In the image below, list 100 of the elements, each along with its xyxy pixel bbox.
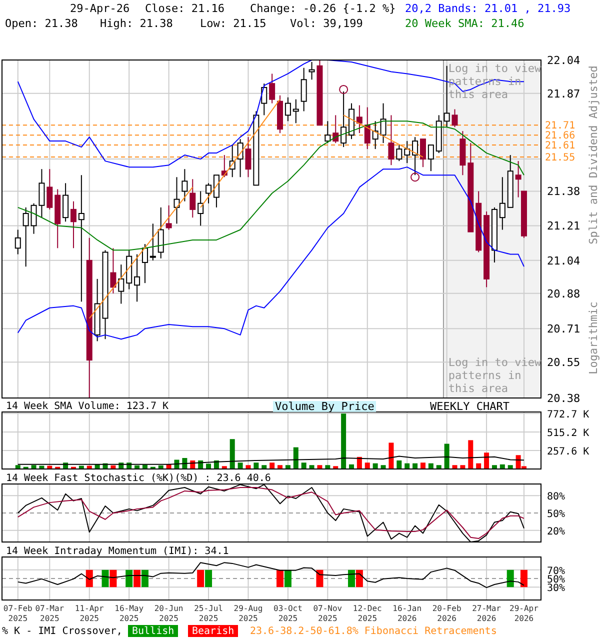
y-tick-label: 20.55 bbox=[547, 356, 580, 370]
candlestick bbox=[150, 223, 156, 261]
y-tick-label: 21.04 bbox=[547, 254, 580, 268]
ref-line-label: 21.66 bbox=[545, 130, 576, 142]
text: 29-Apr-26 bbox=[70, 2, 130, 15]
candlestick bbox=[70, 200, 76, 249]
y-tick-label: 257.6 K bbox=[547, 446, 590, 458]
bar bbox=[317, 465, 322, 469]
candlestick bbox=[300, 67, 307, 112]
bar bbox=[301, 462, 306, 469]
text: Vol: 39,199 bbox=[290, 17, 363, 30]
bar bbox=[31, 465, 36, 469]
candlestick bbox=[190, 178, 196, 218]
bar bbox=[364, 462, 370, 469]
y-tick-label: 515.2 K bbox=[547, 428, 590, 439]
text: 23.6-38.2-50-61.8% Fibonacci Retracements bbox=[250, 626, 497, 637]
candlestick bbox=[444, 65, 450, 128]
candlestick bbox=[269, 73, 276, 104]
text: Logarithmic bbox=[587, 302, 600, 374]
bar bbox=[309, 465, 314, 469]
line-series bbox=[17, 562, 524, 588]
candlestick bbox=[118, 264, 124, 304]
annotation: WEEKLY CHART bbox=[430, 400, 510, 413]
candlestick bbox=[292, 98, 299, 124]
x-tick-label: 20-Jun 2025 bbox=[154, 604, 184, 623]
candlestick bbox=[206, 182, 212, 204]
bar bbox=[341, 414, 346, 469]
candlestick bbox=[428, 144, 434, 172]
candlestick bbox=[134, 254, 140, 302]
candlestick bbox=[198, 190, 204, 226]
y-tick-label: 772.7 K bbox=[547, 409, 590, 420]
y-tick-label: 20.71 bbox=[547, 322, 580, 336]
bar bbox=[380, 465, 386, 469]
text: 20 Week SMA: 21.46 bbox=[405, 17, 524, 30]
candlestick bbox=[515, 160, 522, 198]
text: Low: 21.15 bbox=[200, 17, 266, 30]
candlestick bbox=[158, 206, 164, 259]
candlestick bbox=[452, 108, 458, 128]
candlestick bbox=[420, 138, 426, 168]
bar bbox=[285, 465, 290, 469]
bar bbox=[15, 465, 20, 469]
candlestick bbox=[261, 83, 268, 116]
x-tick-label: 03-Oct 2025 bbox=[274, 604, 303, 623]
y-tick-label: 21.87 bbox=[547, 87, 580, 100]
candlestick bbox=[46, 168, 53, 210]
text: Bearish bbox=[192, 626, 234, 637]
text: Close: 21.16 bbox=[145, 2, 224, 15]
candlestick bbox=[284, 96, 291, 122]
bar bbox=[238, 462, 243, 469]
candlestick bbox=[78, 174, 84, 302]
bar bbox=[460, 465, 466, 469]
bar bbox=[262, 465, 267, 469]
candlestick bbox=[166, 204, 172, 230]
chart-title: 14 Week Intraday Momentum (IMI): 34.1 bbox=[6, 546, 229, 557]
text: 20,2 Bands: 21.01 , 21.93 bbox=[405, 2, 571, 15]
bar bbox=[468, 440, 474, 469]
candlestick bbox=[174, 176, 180, 224]
legend-title: % K - IMI Crossover, bbox=[2, 626, 122, 637]
bar bbox=[325, 465, 330, 469]
candlestick bbox=[499, 176, 506, 230]
bar bbox=[246, 465, 251, 469]
bar bbox=[420, 462, 426, 469]
candlestick bbox=[332, 114, 339, 144]
text: High: 21.38 bbox=[100, 17, 173, 30]
ref-line-label: 21.55 bbox=[545, 152, 576, 164]
x-tick-label: 11-Apr 2025 bbox=[74, 604, 104, 623]
bar bbox=[206, 464, 212, 469]
x-tick-label: 20-Feb 2026 bbox=[432, 604, 462, 623]
chart-title: 14 Week SMA Volume: 123.7 K bbox=[6, 401, 169, 412]
candlestick bbox=[22, 206, 29, 268]
candlestick bbox=[404, 140, 410, 164]
text: Change: -0.26 {-1.2 %} bbox=[250, 2, 396, 15]
ref-line-label: 21.71 bbox=[545, 120, 576, 132]
line-series bbox=[17, 166, 524, 340]
text: Open: 21.38 bbox=[5, 17, 78, 30]
candlestick bbox=[62, 182, 69, 222]
bar bbox=[508, 465, 513, 469]
bar bbox=[396, 460, 402, 469]
bar bbox=[444, 444, 450, 469]
bar bbox=[254, 462, 259, 469]
candlestick bbox=[237, 138, 244, 178]
bar bbox=[278, 465, 283, 469]
x-tick-label: 12-Dec 2025 bbox=[352, 604, 382, 623]
bar bbox=[452, 465, 458, 469]
y-tick-label: 21.38 bbox=[547, 185, 580, 198]
y-tick-label: 30% bbox=[547, 583, 566, 594]
y-tick-label: 22.04 bbox=[547, 54, 580, 67]
candlestick bbox=[14, 229, 21, 255]
candlestick bbox=[396, 144, 402, 162]
x-tick-label: 16-Jan 2026 bbox=[392, 604, 422, 623]
x-tick-label: 07-Nov 2025 bbox=[313, 604, 342, 623]
ref-line-label: 21.61 bbox=[545, 140, 576, 152]
x-tick-label: 29-Apr 2026 bbox=[510, 604, 539, 623]
y-tick-label: 20.38 bbox=[547, 392, 580, 405]
candlestick bbox=[245, 136, 252, 178]
candlestick bbox=[356, 104, 362, 134]
y-tick-label: 21.21 bbox=[547, 220, 580, 233]
candlestick bbox=[380, 102, 386, 144]
bar bbox=[484, 452, 490, 469]
x-tick-label: 16-May 2025 bbox=[114, 604, 144, 623]
